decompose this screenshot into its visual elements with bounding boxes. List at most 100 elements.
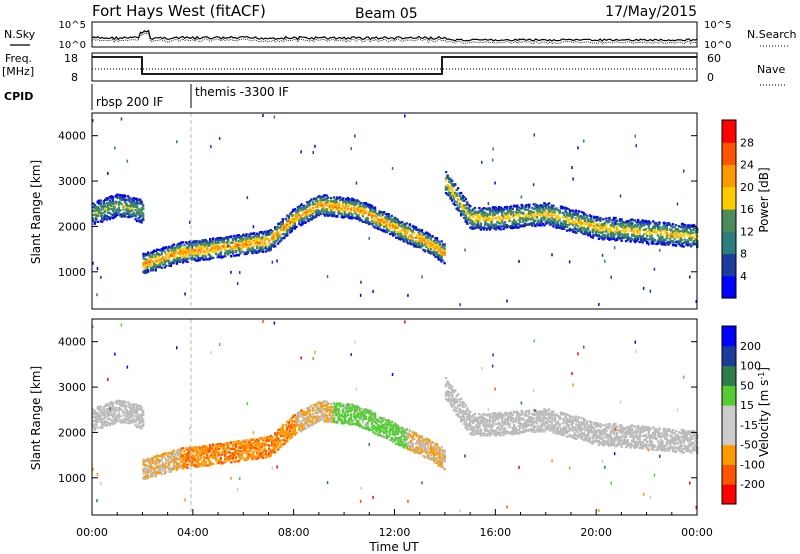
range-cell bbox=[499, 222, 502, 225]
range-cell bbox=[422, 235, 425, 238]
range-cell bbox=[199, 448, 203, 451]
range-cell-outlier bbox=[210, 145, 212, 149]
range-cell bbox=[183, 256, 186, 259]
range-cell bbox=[186, 249, 189, 252]
range-cell bbox=[671, 231, 675, 234]
range-cell bbox=[384, 216, 387, 219]
range-cell bbox=[682, 228, 685, 231]
range-cell bbox=[499, 210, 502, 213]
range-cell bbox=[116, 212, 119, 215]
range-cell bbox=[472, 227, 475, 230]
range-cell bbox=[111, 197, 115, 201]
range-cell bbox=[183, 255, 186, 258]
range-cell bbox=[151, 462, 154, 465]
range-cell bbox=[360, 211, 363, 215]
range-cell bbox=[629, 225, 632, 228]
range-cell bbox=[511, 220, 514, 223]
range-cell bbox=[352, 201, 356, 204]
range-cell bbox=[295, 210, 298, 213]
range-cell bbox=[567, 221, 570, 224]
range-cell bbox=[652, 226, 655, 229]
range-cell bbox=[111, 210, 115, 213]
range-cell bbox=[313, 197, 316, 200]
range-cell bbox=[153, 455, 156, 458]
range-cell bbox=[579, 226, 582, 230]
range-cell bbox=[653, 239, 656, 242]
range-cell-outlier bbox=[648, 242, 650, 246]
range-cell bbox=[626, 232, 629, 236]
range-cell bbox=[482, 215, 486, 218]
range-cell bbox=[187, 455, 191, 458]
range-cell-outlier bbox=[642, 286, 645, 290]
range-cell bbox=[496, 220, 499, 223]
range-cell bbox=[541, 216, 545, 219]
range-cell bbox=[522, 224, 525, 227]
range-cell bbox=[157, 466, 160, 469]
range-cell bbox=[463, 204, 466, 207]
range-cell bbox=[683, 225, 687, 228]
range-cell bbox=[108, 413, 111, 416]
range-cell bbox=[199, 462, 203, 465]
range-cell bbox=[292, 225, 295, 228]
range-cell bbox=[513, 224, 516, 227]
range-cell bbox=[186, 242, 189, 245]
range-cell bbox=[159, 249, 162, 252]
range-cell bbox=[624, 227, 628, 230]
range-cell bbox=[680, 226, 684, 229]
range-cell bbox=[111, 202, 115, 205]
range-cell bbox=[189, 448, 192, 451]
range-cell bbox=[668, 237, 672, 240]
range-cell bbox=[510, 209, 513, 212]
range-cell bbox=[198, 446, 201, 449]
range-cell bbox=[142, 476, 145, 479]
range-cell bbox=[469, 222, 472, 225]
range-cell bbox=[293, 214, 297, 217]
range-cell bbox=[646, 222, 649, 226]
range-cell bbox=[558, 224, 561, 227]
range-cell bbox=[452, 195, 455, 198]
range-cell bbox=[682, 230, 685, 234]
range-cell bbox=[381, 224, 384, 227]
range-cell bbox=[174, 249, 177, 252]
range-cell bbox=[587, 228, 590, 231]
range-cell bbox=[178, 462, 182, 465]
range-cell bbox=[426, 248, 430, 251]
range-cell bbox=[298, 219, 301, 222]
range-cell-outlier bbox=[276, 259, 278, 263]
range-cell bbox=[151, 265, 154, 269]
range-cell bbox=[323, 194, 327, 197]
range-cell bbox=[237, 254, 241, 257]
range-cell bbox=[218, 254, 221, 257]
range-cell bbox=[443, 243, 446, 246]
range-cell bbox=[305, 210, 309, 214]
range-cell-outlier bbox=[532, 183, 535, 187]
range-cell bbox=[150, 263, 153, 267]
range-cell bbox=[535, 211, 539, 214]
range-cell bbox=[553, 210, 557, 213]
range-cell bbox=[395, 226, 398, 229]
range-cell bbox=[466, 218, 469, 221]
range-cell bbox=[417, 241, 421, 244]
range-cell bbox=[438, 243, 442, 246]
range-cell bbox=[408, 223, 411, 226]
range-cell bbox=[546, 221, 549, 224]
range-cell bbox=[562, 227, 566, 231]
range-cell bbox=[565, 216, 569, 219]
range-cell bbox=[405, 227, 408, 230]
range-cell bbox=[201, 239, 204, 242]
range-cell bbox=[411, 240, 414, 243]
range-cell bbox=[599, 218, 602, 221]
range-cell bbox=[308, 203, 312, 206]
range-cell bbox=[429, 244, 433, 248]
range-cell bbox=[547, 202, 551, 205]
range-cell bbox=[416, 240, 419, 243]
range-cell bbox=[222, 240, 225, 243]
range-cell bbox=[101, 220, 104, 223]
range-cell bbox=[392, 232, 395, 235]
range-cell bbox=[213, 240, 216, 243]
range-cell bbox=[93, 220, 96, 224]
ytick-label: 3000 bbox=[58, 175, 86, 188]
range-cell bbox=[529, 218, 532, 221]
range-cell bbox=[162, 257, 165, 260]
range-cell bbox=[175, 245, 179, 248]
